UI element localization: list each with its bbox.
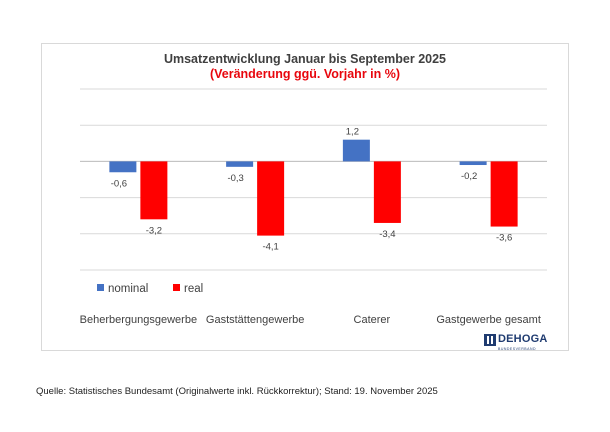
category-label: Beherbergungsgewerbe [80,314,197,326]
data-label-real: -4,1 [262,242,278,253]
data-label-nominal: 1,2 [346,127,359,138]
data-label-nominal: -0,2 [461,171,477,182]
category-label: Gastgewerbe gesamt [436,314,541,326]
bar-nominal [342,139,370,162]
legend-swatch-real [173,284,180,292]
legend-swatch-nominal [97,284,104,292]
legend-label-real: real [184,283,204,295]
data-label-real: -3,6 [496,233,512,244]
legend-item-nominal: nominal [97,283,148,295]
logo-subtext: BUNDESVERBAND [498,347,537,351]
data-label-nominal: -0,6 [111,178,127,189]
bar-nominal [226,161,254,167]
bar-real [257,161,285,236]
legend-label-nominal: nominal [108,283,149,295]
dehoga-logo-icon [484,334,496,346]
bar-real [140,161,168,220]
data-label-nominal: -0,3 [227,173,243,184]
chart-title: Umsatzentwicklung Januar bis September 2… [163,52,447,66]
data-label-real: -3,2 [146,225,162,236]
bar-real [373,161,401,223]
bar-real [490,161,518,227]
category-label: Caterer [354,314,391,326]
chart-frame [41,43,569,351]
data-label-real: -3,4 [379,229,395,240]
source-note: Quelle: Statistisches Bundesamt (Origina… [36,386,438,397]
logo-text: DEHOGA [498,333,548,345]
bar-nominal [109,161,137,173]
bar-nominal [459,161,487,166]
dehoga-logo: DEHOGA BUNDESVERBAND [484,333,548,351]
legend-item-real: real [173,283,203,295]
chart-subtitle: (Veränderung ggü. Vorjahr in %) [209,67,401,81]
category-label: Gaststättengewerbe [206,314,304,326]
